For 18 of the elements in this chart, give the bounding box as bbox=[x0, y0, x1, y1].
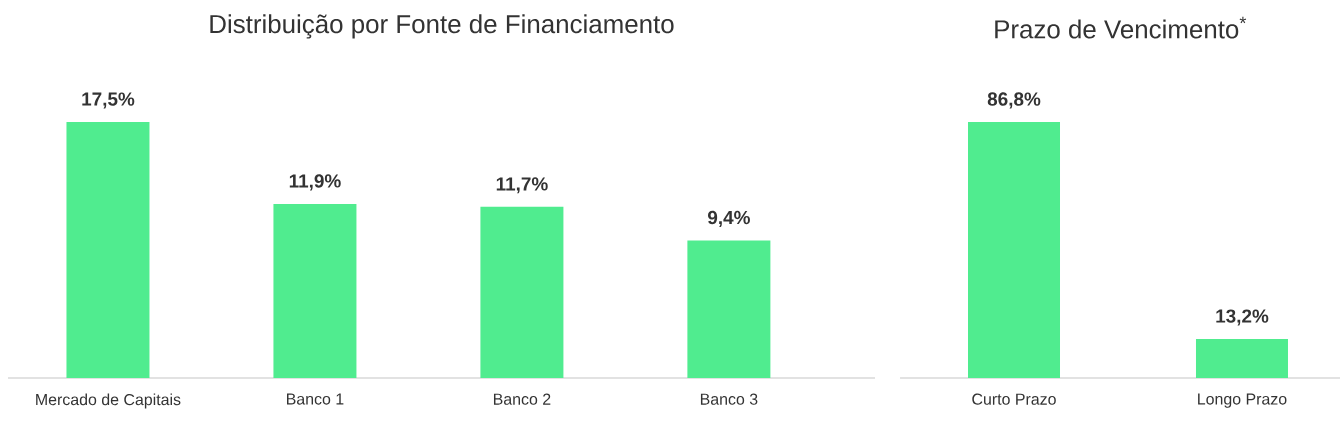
x-tick-label: Banco 1 bbox=[287, 393, 344, 405]
x-tick-label: Mercado de Capitais bbox=[36, 393, 181, 409]
x-tick-label: Banco 2 bbox=[493, 393, 551, 405]
data-label: 13,2% bbox=[1216, 309, 1269, 326]
bar bbox=[687, 240, 771, 378]
chart-title: Distribuição por Fonte de Financiamento bbox=[210, 14, 674, 39]
data-label: 86,8% bbox=[987, 92, 1041, 109]
x-tick-label: Curto Prazo bbox=[972, 393, 1056, 405]
x-tick-label: Banco 3 bbox=[700, 393, 758, 405]
bar bbox=[480, 206, 564, 378]
bar bbox=[273, 203, 357, 378]
data-label: 11,7% bbox=[496, 177, 548, 194]
x-tick-label: Longo Prazo bbox=[1198, 393, 1287, 408]
data-label: 11,9% bbox=[289, 174, 341, 191]
bar bbox=[66, 122, 150, 378]
data-label: 17,5% bbox=[82, 92, 135, 109]
chart-title: Prazo de Vencimento$^{*}$ bbox=[995, 16, 1247, 39]
data-label: 9,4% bbox=[707, 210, 750, 227]
